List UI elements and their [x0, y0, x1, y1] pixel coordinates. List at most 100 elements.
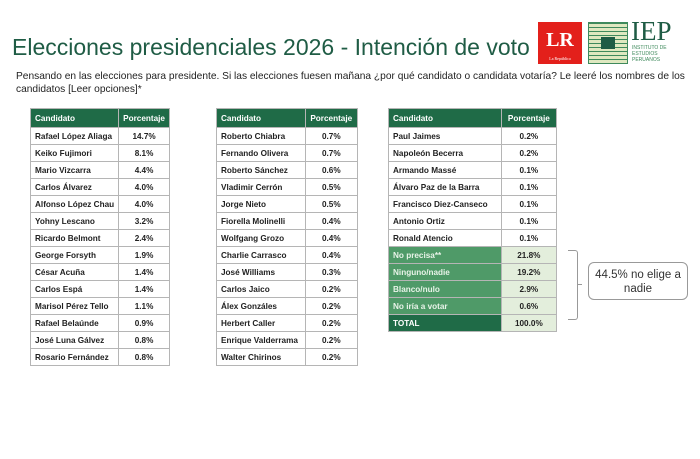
table-row: Jorge Nieto 0.5%	[216, 195, 359, 213]
candidate-cell: Francisco Diez-Canseco	[388, 195, 502, 213]
table-row: Blanco/nulo 2.9%	[388, 280, 558, 298]
percentage-cell: 0.4%	[304, 229, 359, 247]
table-row: Roberto Sánchez 0.6%	[216, 161, 359, 179]
candidate-cell: Rafael López Aliaga	[29, 127, 120, 145]
percentage-cell: 4.4%	[118, 161, 170, 179]
header-candidato: Candidato	[29, 108, 120, 128]
header-porcentaje: Porcentaje	[304, 108, 359, 128]
table-row: Carlos Jaico 0.2%	[216, 280, 359, 298]
table-row: César Acuña 1.4%	[29, 263, 170, 281]
table-row: Álvaro Paz de la Barra 0.1%	[388, 178, 558, 196]
header-row: Candidato Porcentaje	[388, 108, 558, 128]
percentage-cell: 0.1%	[500, 229, 558, 247]
candidate-cell: Rosario Fernández	[29, 348, 120, 366]
results-table-3: Candidato Porcentaje Paul Jaimes 0.2% Napole…	[388, 108, 558, 332]
table-row: Yohny Lescano 3.2%	[29, 212, 170, 230]
candidate-cell: Enrique Valderrama	[216, 331, 306, 349]
candidate-cell: Armando Massé	[388, 161, 502, 179]
percentage-cell: 14.7%	[118, 127, 170, 145]
table-row: Carlos Espá 1.4%	[29, 280, 170, 298]
percentage-cell: 0.5%	[304, 178, 359, 196]
header-porcentaje: Porcentaje	[500, 108, 558, 128]
percentage-cell: 0.2%	[304, 331, 359, 349]
candidate-cell: Walter Chirinos	[216, 348, 306, 366]
percentage-cell: 0.8%	[118, 331, 170, 349]
candidate-cell: No iría a votar	[388, 297, 502, 315]
candidate-cell: Carlos Jaico	[216, 280, 306, 298]
percentage-cell: 0.2%	[500, 144, 558, 162]
candidate-cell: Roberto Chiabra	[216, 127, 306, 145]
percentage-cell: 2.4%	[118, 229, 170, 247]
table-row: Álex Gonzáles 0.2%	[216, 297, 359, 315]
table-row: No precisa** 21.8%	[388, 246, 558, 264]
percentage-cell: 0.3%	[304, 263, 359, 281]
table-row: Herbert Caller 0.2%	[216, 314, 359, 332]
table-row: Francisco Diez-Canseco 0.1%	[388, 195, 558, 213]
table-row: Rosario Fernández 0.8%	[29, 348, 170, 366]
candidate-cell: Wolfgang Grozo	[216, 229, 306, 247]
table-row: No iría a votar 0.6%	[388, 297, 558, 315]
la-republica-logo: LR La República	[538, 22, 582, 64]
header-porcentaje: Porcentaje	[118, 108, 170, 128]
table-row: Rafael Belaúnde 0.9%	[29, 314, 170, 332]
candidate-cell: TOTAL	[388, 314, 502, 332]
candidate-cell: Carlos Álvarez	[29, 178, 120, 196]
table-row: Mario Vizcarra 4.4%	[29, 161, 170, 179]
candidate-cell: George Forsyth	[29, 246, 120, 264]
table-row: Roberto Chiabra 0.7%	[216, 127, 359, 145]
percentage-cell: 100.0%	[500, 314, 558, 332]
table-row: Enrique Valderrama 0.2%	[216, 331, 359, 349]
callout-box: 44.5% no elige a nadie	[588, 262, 688, 300]
table-row: Alfonso López Chau 4.0%	[29, 195, 170, 213]
table-row: Ninguno/nadie 19.2%	[388, 263, 558, 281]
table-row: Armando Massé 0.1%	[388, 161, 558, 179]
header-row: Candidato Porcentaje	[29, 108, 170, 128]
candidate-cell: Álvaro Paz de la Barra	[388, 178, 502, 196]
candidate-cell: Blanco/nulo	[388, 280, 502, 298]
table-row: Ronald Atencio 0.1%	[388, 229, 558, 247]
percentage-cell: 0.2%	[304, 297, 359, 315]
results-table-1: Candidato Porcentaje Rafael López Aliaga 14…	[29, 108, 170, 366]
table-row: Antonio Ortiz 0.1%	[388, 212, 558, 230]
percentage-cell: 0.4%	[304, 212, 359, 230]
header-row: Candidato Porcentaje	[216, 108, 359, 128]
table-row: Fernando Olivera 0.7%	[216, 144, 359, 162]
table-row: Charlie Carrasco 0.4%	[216, 246, 359, 264]
candidate-cell: Vladimir Cerrón	[216, 178, 306, 196]
table-row: Keiko Fujimori 8.1%	[29, 144, 170, 162]
candidate-cell: Antonio Ortiz	[388, 212, 502, 230]
percentage-cell: 0.2%	[304, 348, 359, 366]
percentage-cell: 3.2%	[118, 212, 170, 230]
percentage-cell: 1.9%	[118, 246, 170, 264]
percentage-cell: 1.4%	[118, 280, 170, 298]
percentage-cell: 0.4%	[304, 246, 359, 264]
table-row: Walter Chirinos 0.2%	[216, 348, 359, 366]
iep-logo-subtext: INSTITUTO DE ESTUDIOS PERUANOS	[632, 45, 667, 63]
table-row: José Luna Gálvez 0.8%	[29, 331, 170, 349]
bracket	[568, 250, 582, 320]
percentage-cell: 0.1%	[500, 178, 558, 196]
candidate-cell: Rafael Belaúnde	[29, 314, 120, 332]
percentage-cell: 0.7%	[304, 144, 359, 162]
percentage-cell: 0.2%	[304, 280, 359, 298]
candidate-cell: Paul Jaimes	[388, 127, 502, 145]
percentage-cell: 0.5%	[304, 195, 359, 213]
percentage-cell: 0.2%	[500, 127, 558, 145]
candidate-cell: Jorge Nieto	[216, 195, 306, 213]
candidate-cell: José Luna Gálvez	[29, 331, 120, 349]
table-row: George Forsyth 1.9%	[29, 246, 170, 264]
results-table-2: Candidato Porcentaje Roberto Chiabra 0.7% Fe…	[216, 108, 359, 366]
candidate-cell: Keiko Fujimori	[29, 144, 120, 162]
percentage-cell: 1.1%	[118, 297, 170, 315]
percentage-cell: 0.8%	[118, 348, 170, 366]
iep-logo-text: IEP	[631, 16, 672, 46]
candidate-cell: Mario Vizcarra	[29, 161, 120, 179]
candidate-cell: Fernando Olivera	[216, 144, 306, 162]
table-row: Paul Jaimes 0.2%	[388, 127, 558, 145]
candidate-cell: César Acuña	[29, 263, 120, 281]
candidate-cell: Herbert Caller	[216, 314, 306, 332]
percentage-cell: 19.2%	[500, 263, 558, 281]
percentage-cell: 0.1%	[500, 195, 558, 213]
header-candidato: Candidato	[388, 108, 502, 128]
candidate-cell: Charlie Carrasco	[216, 246, 306, 264]
